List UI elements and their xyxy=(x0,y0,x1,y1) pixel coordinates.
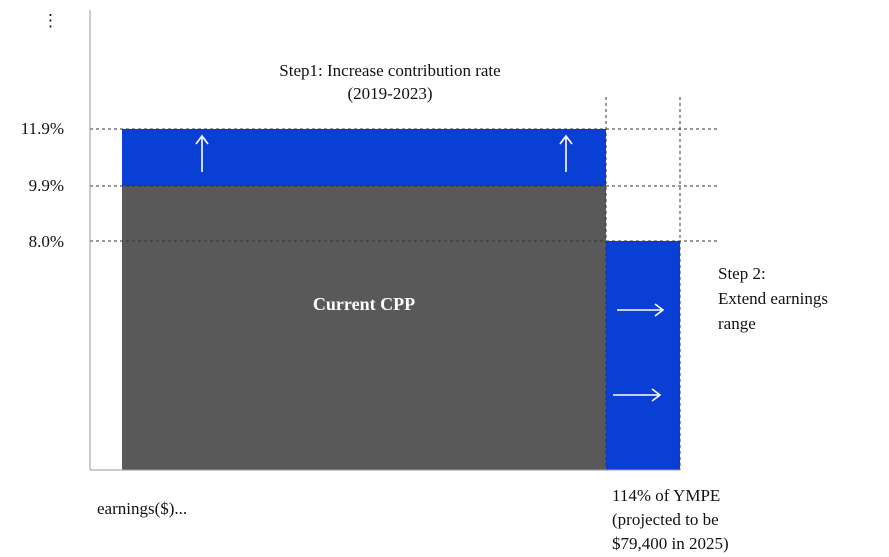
rate-label: 9.9% xyxy=(29,176,64,195)
step1-title: Step1: Increase contribution rate xyxy=(279,61,500,80)
rate-label: 11.9% xyxy=(21,119,64,138)
step2-block xyxy=(606,241,680,470)
current-cpp-block xyxy=(122,186,606,470)
rate-label: 8.0% xyxy=(29,232,64,251)
up-arrow xyxy=(559,134,573,172)
right-arrow xyxy=(617,303,665,317)
step2-text: Extend earnings xyxy=(718,289,828,308)
right-arrow xyxy=(613,388,662,402)
step1-period: (2019-2023) xyxy=(348,84,433,103)
ympe-note: $79,400 in 2025) xyxy=(612,534,729,553)
step2-text: range xyxy=(718,314,756,333)
ympe-note: (projected to be xyxy=(612,510,719,529)
menu-icon: ⋮ xyxy=(42,11,59,30)
ympe-note: 114% of YMPE xyxy=(612,486,720,505)
x-label: earnings($)... xyxy=(97,499,187,518)
up-arrow xyxy=(195,134,209,172)
step1-block xyxy=(122,129,606,186)
step2-text: Step 2: xyxy=(718,264,766,283)
center-label: Current CPP xyxy=(313,294,415,314)
